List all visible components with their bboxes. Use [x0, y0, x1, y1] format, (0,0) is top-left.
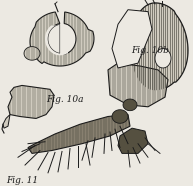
Polygon shape [123, 99, 137, 111]
Text: Fig. 10b: Fig. 10b [131, 46, 169, 55]
Polygon shape [130, 3, 188, 90]
Polygon shape [30, 12, 94, 66]
Polygon shape [112, 110, 128, 123]
Polygon shape [155, 49, 171, 68]
Polygon shape [24, 47, 40, 60]
Polygon shape [3, 115, 10, 128]
Text: Fig. 10a: Fig. 10a [46, 95, 84, 104]
Polygon shape [112, 10, 152, 68]
Polygon shape [45, 25, 68, 55]
Polygon shape [48, 24, 60, 53]
Polygon shape [8, 85, 54, 118]
Text: Fig. 11: Fig. 11 [6, 176, 38, 185]
Polygon shape [108, 63, 168, 107]
Polygon shape [28, 115, 130, 153]
Polygon shape [118, 128, 148, 153]
